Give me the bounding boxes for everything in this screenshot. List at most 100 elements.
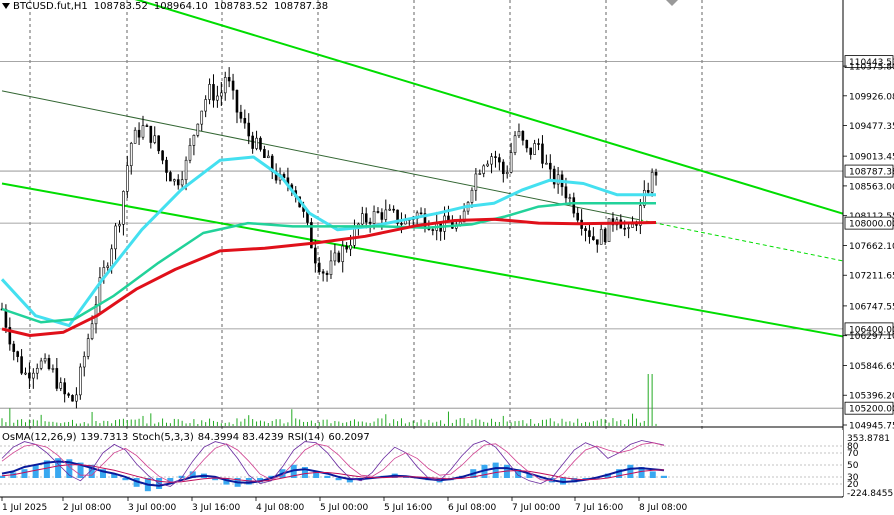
candle-body [32, 372, 35, 379]
candle-body [517, 131, 521, 137]
candle-body [635, 223, 638, 226]
candle-body [153, 135, 157, 143]
price-tick-label: 108787.38 [849, 168, 894, 178]
high-value: 108964.10 [153, 1, 208, 12]
oscillator-background [0, 430, 843, 496]
candle-body [200, 110, 204, 125]
candle-body [122, 191, 125, 225]
osma-bar [649, 471, 656, 478]
candle-body [196, 123, 200, 136]
osma-bar [122, 478, 129, 481]
candle-body [627, 227, 630, 229]
time-tick-label: 4 Jul 08:00 [256, 503, 305, 513]
candle-body [263, 149, 266, 159]
price-tick-label: 107211.65 [849, 272, 894, 282]
osma-bar [178, 475, 185, 478]
candle-body [341, 245, 345, 262]
candle-body [482, 165, 486, 174]
candle-body [192, 134, 196, 146]
price-tick-label: 110375.80 [849, 63, 894, 73]
candle-body [239, 111, 243, 119]
osma-bar [604, 473, 611, 478]
candle-body [372, 211, 376, 224]
time-tick-label: 6 Jul 08:00 [448, 503, 497, 513]
open-value: 108783.52 [93, 1, 148, 12]
candle-body [86, 338, 90, 357]
candle-body [588, 230, 591, 237]
macd-line [1, 460, 665, 487]
scroll-marker-icon[interactable] [666, 0, 678, 6]
candle-body [564, 186, 568, 199]
low-value: 108783.52 [213, 1, 268, 12]
osma-bar [43, 460, 50, 478]
osma-bar [268, 475, 275, 478]
oscillator-scale-label: 80 [847, 442, 859, 452]
osma-bar [88, 464, 95, 478]
osma-bar [32, 464, 39, 478]
osma-bar [133, 478, 140, 487]
candle-body [388, 208, 392, 211]
oscillator-scale-label: -224.8455 [847, 489, 893, 499]
candle-body [16, 351, 19, 357]
candle-body [59, 382, 63, 389]
candle-body [51, 368, 55, 370]
candle-body [63, 382, 66, 395]
osma-bar [167, 478, 174, 483]
osma-bar [10, 472, 17, 478]
candle-body [368, 221, 372, 224]
price-tick-label: 106297.10 [849, 332, 894, 342]
candle-body [494, 156, 497, 158]
price-tick-label: 108563.00 [849, 182, 894, 192]
price-tick-label: 106747.55 [849, 302, 894, 312]
candle-body [141, 125, 145, 138]
candle-body [247, 122, 251, 137]
candle-body [498, 157, 501, 163]
candle-body [114, 225, 117, 250]
candle-body [39, 360, 43, 369]
candle-body [654, 171, 658, 176]
price-label-box [844, 216, 894, 230]
candle-body [176, 179, 180, 186]
rsi-label: RSI(14) [287, 432, 325, 443]
candle-body [462, 210, 466, 223]
candle-body [267, 155, 270, 159]
chart-header: BTCUSD.fut,H1 108783.52 108964.10 108783.52… [2, 1, 334, 12]
close-value: 108787.38 [274, 1, 329, 12]
price-tick-label: 106400.00 [849, 325, 894, 335]
candle-body [314, 247, 317, 264]
candle-body [169, 172, 172, 182]
candle-body [623, 227, 626, 230]
price-label-box [844, 55, 894, 69]
price-tick-label: 108000.00 [849, 220, 894, 230]
time-tick-label: 1 Jul 2025 [2, 503, 47, 513]
osma-bar [55, 458, 62, 478]
candle-body [157, 135, 160, 152]
candle-body [231, 80, 235, 91]
price-tick-label: 104945.75 [849, 422, 894, 432]
candle-body [545, 162, 548, 165]
rsi-value: 60.2097 [328, 432, 370, 443]
price-tick-label: 109926.08 [849, 92, 894, 102]
candle-body [71, 395, 74, 402]
candle-body [376, 211, 380, 213]
dropdown-triangle-icon[interactable] [2, 3, 10, 9]
candle-body [43, 358, 47, 362]
price-tick-label: 105200.00 [849, 405, 894, 415]
candle-body [548, 162, 552, 170]
candle-body [255, 137, 258, 149]
candle-body [212, 84, 215, 101]
candle-body [145, 125, 149, 127]
osma-bar [346, 478, 353, 483]
time-tick-label: 5 Jul 16:00 [384, 503, 433, 513]
osma-bar [335, 478, 342, 481]
oscillator-scale-label: 353.8781 [847, 434, 890, 444]
price-tick-label: 107662.10 [849, 242, 894, 252]
candle-body [20, 356, 23, 374]
candle-body [486, 163, 489, 167]
oscillator-scale-label: 20 [847, 480, 859, 490]
candle-body [8, 327, 12, 345]
candle-body [525, 140, 529, 149]
candle-body [380, 212, 384, 220]
